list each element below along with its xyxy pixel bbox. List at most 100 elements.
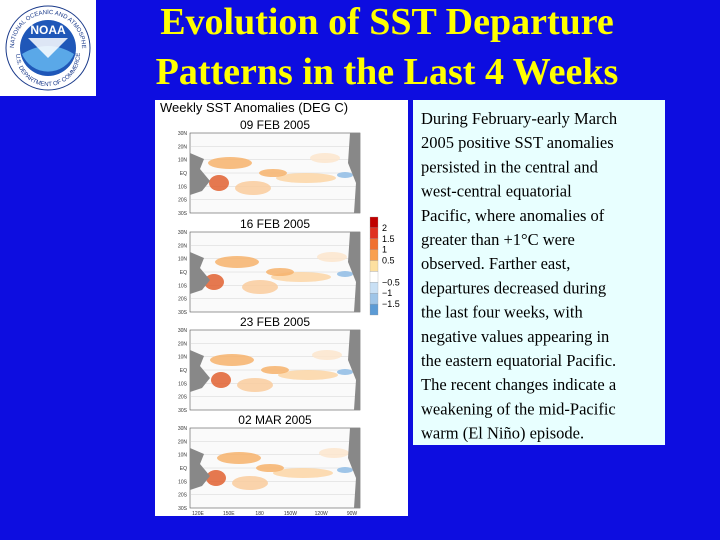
text-line: warm (El Niño) episode. [421,424,584,443]
panel-title: 16 FEB 2005 [240,217,310,231]
lat-label: 20S [178,493,188,499]
text-line: west-central equatorial [421,182,572,201]
anomaly-area [319,448,349,458]
lat-label: 20S [178,198,188,204]
text-line: Pacific, where anomalies of [421,206,605,225]
anomaly-area [312,350,342,360]
lon-label: 180 [255,511,264,517]
anomaly-area [310,153,340,163]
lon-label: 120W [315,511,328,517]
panel-title: 02 MAR 2005 [238,413,312,427]
cold-anomaly [337,172,353,178]
text-line: persisted in the central and [421,157,599,176]
land [190,252,210,294]
cold-anomaly [337,467,353,473]
lat-label: 30S [178,506,188,512]
anomaly-area [208,157,252,169]
noaa-logo: NATIONAL OCEANIC AND ATMOSPHERIC ADMINIS… [0,0,96,96]
lat-label: 10S [178,381,188,387]
anomaly-area [256,464,284,472]
anomaly-area [235,181,271,195]
lat-label: 20N [178,341,188,347]
panel-title: 23 FEB 2005 [240,315,310,329]
land [348,428,360,508]
lat-label: 30S [178,408,188,414]
land [348,330,360,410]
lat-label: EQ [180,270,187,276]
lon-label: 150W [284,511,297,517]
logo-ring [5,5,91,91]
panel-title: 09 FEB 2005 [240,118,310,132]
lat-label: 10S [178,479,188,485]
lat-label: 10N [178,158,188,164]
colorbar-swatch [369,260,379,272]
lat-label: 30N [178,426,188,432]
text-line: the last four weeks, with [421,303,584,322]
anomaly-area [259,169,287,177]
land [190,350,210,392]
land [348,232,360,312]
anomaly-area [278,370,338,380]
logo-text: NOAA [30,23,66,37]
text-line: 2005 positive SST anomalies [421,133,614,152]
anomaly-area [211,372,231,388]
colorbar-swatch [369,227,379,239]
text-box [413,100,665,445]
lat-label: 10N [178,453,188,459]
colorbar-swatch [369,249,379,261]
colorbar-swatch [369,271,379,283]
anomaly-area [266,268,294,276]
anomaly-area [217,452,261,464]
colorbar-label: 0.5 [382,256,395,266]
land [190,153,210,195]
text-line: weakening of the mid-Pacific [421,399,616,418]
text-line: greater than +1°C were [421,230,575,249]
colorbar-label: −0.5 [382,277,400,287]
lat-label: 30S [178,211,188,217]
colorbar-swatch [369,303,379,316]
anomaly-area [242,280,278,294]
land [348,133,360,213]
text-line: observed. Farther east, [421,254,570,273]
lat-label: 20N [178,144,188,150]
colorbar-swatch [369,238,379,250]
title-line: Evolution of SST Departure [160,1,614,43]
lat-label: 20N [178,439,188,445]
lat-label: EQ [180,466,187,472]
colorbar-label: −1 [382,288,392,298]
logo-bird [28,38,68,58]
lat-label: EQ [180,171,187,177]
colorbar-label: 1 [382,245,387,255]
colorbar-label: −1.5 [382,299,400,309]
figure-title: Weekly SST Anomalies (DEG C) [160,100,348,115]
lat-label: 30N [178,131,188,137]
anomaly-area [210,354,254,366]
land [190,448,210,490]
text-line: negative values appearing in [421,327,609,346]
anomaly-area [273,468,333,478]
text-line: departures decreased during [421,278,606,297]
lat-label: 20S [178,395,188,401]
lat-label: 20N [178,243,188,249]
lat-label: 30N [178,230,188,236]
lon-label: 90W [347,511,358,517]
anomaly-area [209,175,229,191]
lat-label: 10N [178,355,188,361]
lat-label: 20S [178,297,188,303]
anomaly-area [215,256,259,268]
logo-wave [22,46,74,72]
text-line: the eastern equatorial Pacific. [421,351,616,370]
text-line: The recent changes indicate a [421,375,617,394]
cold-anomaly [337,369,353,375]
lat-label: 10N [178,257,188,263]
anomaly-area [261,366,289,374]
colorbar-swatch [369,282,379,294]
lat-label: 10S [178,184,188,190]
anomaly-area [317,252,347,262]
anomaly-area [276,173,336,183]
colorbar-label: 2 [382,223,387,233]
anomaly-area [206,470,226,486]
lat-label: 10S [178,283,188,289]
colorbar-label: 1.5 [382,234,395,244]
